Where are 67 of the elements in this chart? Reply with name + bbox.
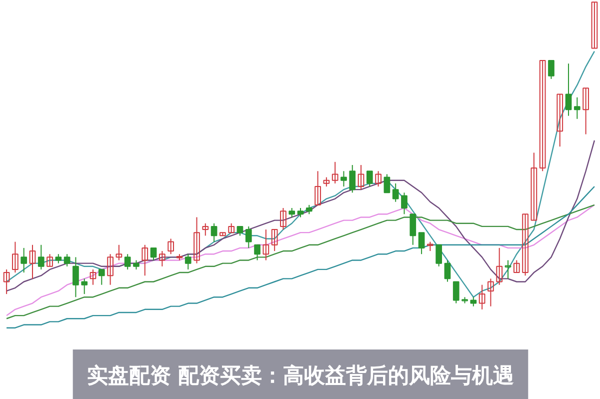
candlestick: [297, 208, 304, 218]
candlestick: [262, 229, 270, 261]
candlestick: [46, 254, 53, 267]
candlestick: [280, 208, 286, 230]
candlestick: [314, 170, 321, 206]
candlestick: [410, 214, 416, 246]
candlestick: [116, 244, 122, 261]
candlestick: [574, 96, 580, 120]
candlestick: [72, 256, 79, 298]
candlestick: [150, 247, 157, 261]
candlestick: [478, 284, 486, 310]
candlestick: [444, 260, 451, 282]
candlestick: [133, 260, 140, 270]
candlestick: [20, 247, 28, 274]
candlestick: [332, 161, 338, 184]
candlestick: [530, 152, 538, 221]
candlestick: [358, 164, 364, 190]
candlestick: [254, 244, 260, 261]
candlestick: [513, 260, 520, 274]
candlestick: [210, 222, 218, 242]
candlestick: [496, 247, 503, 286]
candlestick: [392, 182, 399, 202]
candlestick: [306, 204, 312, 215]
candlestick: [29, 244, 36, 280]
candlestick: [64, 254, 70, 267]
candlestick: [202, 222, 209, 236]
candlestick: [384, 174, 390, 194]
candlestick: [228, 222, 235, 234]
candlestick: [124, 254, 131, 270]
candlestick: [488, 278, 494, 307]
candlestick: [158, 250, 166, 267]
candlestick: [98, 268, 105, 286]
candlestick: [55, 254, 62, 264]
candlestick: [452, 281, 460, 304]
candlestick: [90, 268, 96, 286]
candlestick: [504, 260, 512, 280]
candlestick: [81, 278, 88, 295]
candlestick: [12, 241, 18, 274]
candlestick: [323, 176, 330, 187]
candlestick: [401, 192, 408, 215]
candlestick: [591, 2, 598, 49]
candlestick: [582, 88, 589, 135]
candlestick: [245, 226, 252, 248]
candlestick: [539, 60, 546, 172]
candlestick: [548, 60, 554, 80]
candlestick: [168, 238, 174, 255]
candlestick: [340, 170, 347, 187]
candlestick: [184, 254, 192, 270]
candlestick: [375, 170, 382, 187]
candlestick: [436, 244, 442, 267]
candlestick: [418, 232, 425, 255]
candlestick: [366, 170, 373, 187]
candlestick: [288, 208, 296, 218]
candlestick: [556, 94, 564, 148]
candlestick: [3, 268, 10, 295]
candlestick: [38, 244, 44, 270]
candlestick: [271, 229, 278, 252]
candlestick: [565, 63, 572, 116]
candlestick: [107, 254, 114, 286]
candlestick: [427, 241, 434, 252]
candlestick: [522, 214, 528, 276]
candlestick: [236, 226, 244, 236]
candlestick: [194, 216, 200, 264]
candlestick: [142, 244, 148, 276]
text: 实盘配资 配资买卖：高收益背后的风险与机遇: [86, 364, 514, 388]
candlestick: [470, 296, 477, 307]
candlestick: [349, 164, 356, 194]
